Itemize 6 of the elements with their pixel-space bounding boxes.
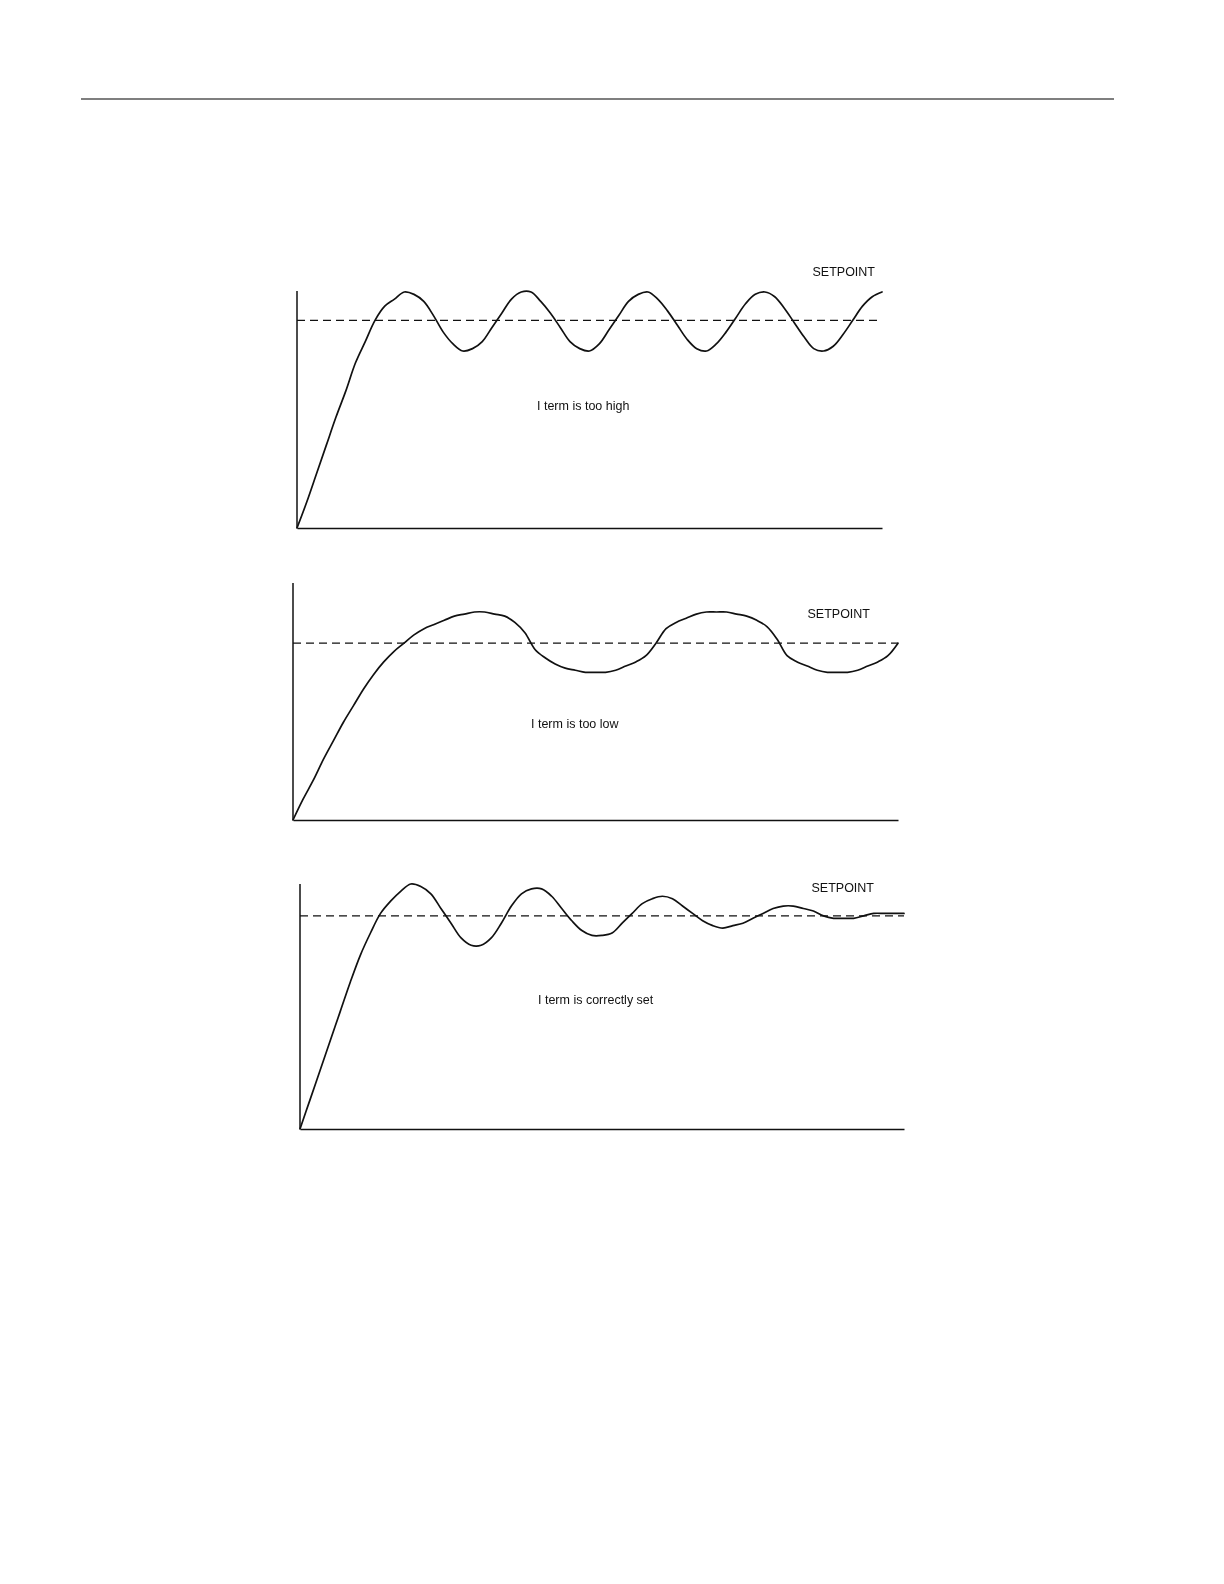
ref-line-label: SETPOINT <box>811 880 875 895</box>
ref-line-label: SETPOINT <box>812 265 876 280</box>
annotation: I term is correctly set <box>538 993 654 1007</box>
annotation: I term is too low <box>531 717 620 731</box>
annotation: I term is too high <box>537 399 630 413</box>
ref-line-label: SETPOINT <box>807 607 871 622</box>
